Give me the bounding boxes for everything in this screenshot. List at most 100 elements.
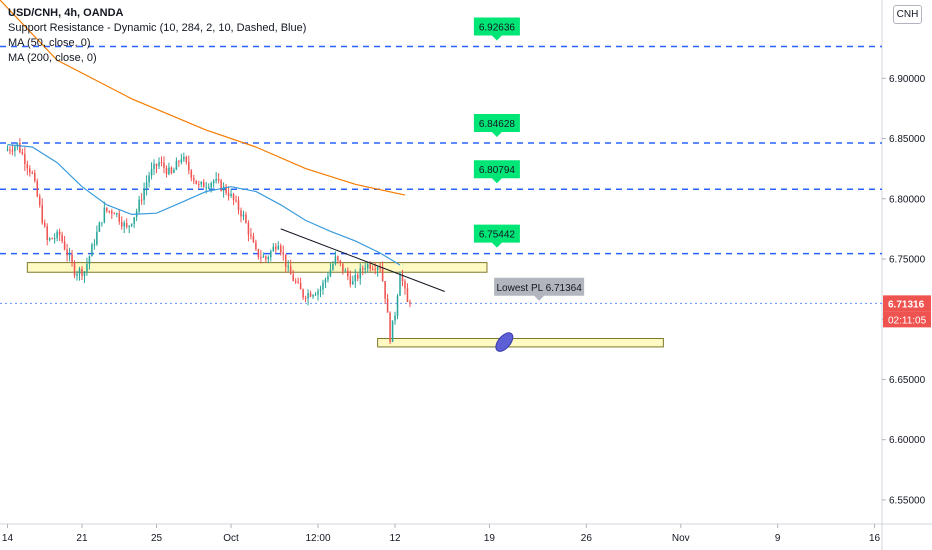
candle-body <box>120 221 123 227</box>
candle-body <box>205 187 207 189</box>
level-tag-label: 6.75442 <box>479 230 516 241</box>
ellipse-marker <box>495 332 514 352</box>
legend-indicator-ma200[interactable]: MA (200, close, 0) <box>8 52 97 64</box>
x-tick-label: 16 <box>869 533 881 544</box>
candle-body <box>275 246 277 250</box>
candle-body <box>272 246 275 252</box>
candle-body <box>210 183 212 188</box>
candle-body <box>88 256 91 264</box>
candle-body <box>406 288 409 302</box>
candle-body <box>396 295 399 316</box>
candle-body <box>332 264 334 270</box>
candle-body <box>173 169 175 173</box>
candle-body <box>230 193 232 197</box>
candle-body <box>83 271 86 276</box>
candle-body <box>409 301 411 304</box>
zone-rectangle <box>26 262 488 273</box>
candle-body <box>366 264 369 269</box>
x-tick-label: Oct <box>223 533 239 544</box>
candle-body <box>143 189 145 201</box>
candle-body <box>118 213 121 222</box>
legend-symbol[interactable]: USD/CNH, 4h, OANDA <box>8 7 124 19</box>
candle-body <box>394 315 396 321</box>
candle-body <box>232 193 235 200</box>
candle-body <box>349 276 352 285</box>
candle-body <box>317 290 319 295</box>
candle-body <box>106 207 108 211</box>
currency-button[interactable]: CNH <box>893 5 922 24</box>
candle-body <box>237 200 240 211</box>
candle-body <box>282 252 285 255</box>
price-tag-bg <box>883 295 931 312</box>
candle-body <box>277 245 280 250</box>
candle-body <box>150 168 153 176</box>
level-tag-bubble <box>473 160 520 184</box>
candle-body <box>287 266 289 268</box>
candle-body <box>381 267 384 282</box>
candle-body <box>58 231 61 235</box>
candle-body <box>41 205 44 223</box>
y-tick-label: 6.85000 <box>889 134 926 145</box>
candle-body <box>374 268 376 270</box>
ma200-line <box>0 0 406 196</box>
candle-body <box>180 159 183 163</box>
candle-body <box>334 256 337 265</box>
candle-body <box>299 282 302 290</box>
candle-body <box>19 143 21 153</box>
candle-body <box>140 199 143 201</box>
level-tag-bubble <box>473 224 520 248</box>
candle-body <box>53 238 56 240</box>
candle-body <box>220 180 222 191</box>
candle-body <box>178 161 180 163</box>
y-tick-label: 6.60000 <box>889 435 926 446</box>
price-tag-label: 6.71316 <box>888 299 925 310</box>
candle-body <box>125 222 128 227</box>
y-tick-label: 6.90000 <box>889 74 926 85</box>
candle-body <box>26 163 29 169</box>
candle-body <box>34 173 36 182</box>
x-tick-label: 14 <box>2 533 14 544</box>
candle-body <box>155 163 158 167</box>
candle-body <box>307 293 309 299</box>
countdown-tag-bg <box>883 311 931 328</box>
candle-body <box>31 172 34 174</box>
candle-body <box>103 207 106 223</box>
candle-body <box>73 262 76 276</box>
candle-body <box>193 177 195 181</box>
candle-body <box>163 162 165 168</box>
candle-body <box>128 225 130 227</box>
candle-body <box>81 268 83 276</box>
legend-indicator-ma50[interactable]: MA (50, close, 0) <box>8 37 91 49</box>
candle-body <box>337 256 339 261</box>
candle-body <box>86 263 88 272</box>
candle-body <box>43 222 46 227</box>
candle-body <box>240 210 242 217</box>
candle-body <box>312 295 314 297</box>
candle-body <box>215 178 217 181</box>
trendline <box>280 228 445 292</box>
candle-body <box>361 268 364 270</box>
y-tick-label: 6.65000 <box>889 375 926 386</box>
candle-body <box>14 146 16 152</box>
legend-indicator-sr[interactable]: Support Resistance - Dynamic (10, 284, 2… <box>8 22 307 34</box>
zone-rectangle <box>377 337 664 348</box>
candle-body <box>404 281 406 289</box>
candle-body <box>250 234 252 237</box>
candle-body <box>76 273 78 276</box>
candle-body <box>225 186 227 193</box>
candle-body <box>188 162 190 171</box>
candle-body <box>270 251 272 258</box>
candle-body <box>391 320 394 342</box>
candle-body <box>153 163 155 169</box>
candle-body <box>379 267 381 269</box>
candle-body <box>352 281 354 285</box>
candle-body <box>302 289 304 298</box>
candle-body <box>356 274 359 279</box>
candle-body <box>46 226 48 240</box>
candle-body <box>168 167 170 175</box>
candle-body <box>21 152 24 155</box>
x-tick-label: 12 <box>389 533 401 544</box>
candle-body <box>148 175 150 183</box>
